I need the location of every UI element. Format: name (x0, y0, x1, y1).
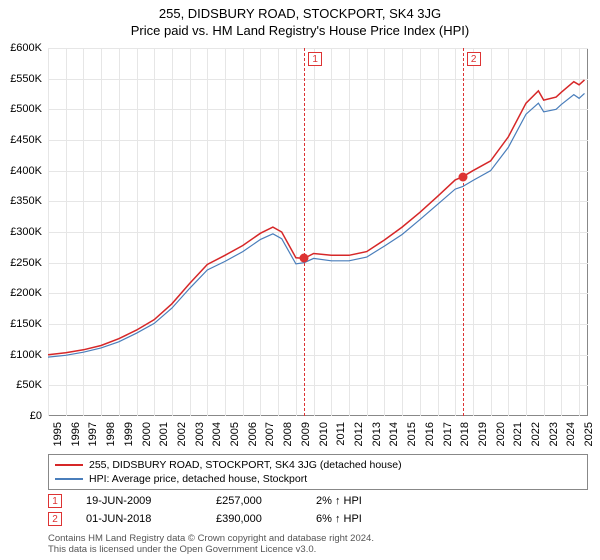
series-svg (48, 48, 588, 416)
x-tick-label: 2018 (459, 422, 471, 446)
x-tick-label: 2011 (335, 422, 347, 446)
title-block: 255, DIDSBURY ROAD, STOCKPORT, SK4 3JG P… (0, 0, 600, 38)
y-tick-label: £150K (0, 318, 42, 330)
y-tick-label: £600K (0, 42, 42, 54)
x-tick-label: 2016 (424, 422, 436, 446)
y-tick-label: £400K (0, 165, 42, 177)
x-tick-label: 2017 (442, 422, 454, 446)
footer-line2: This data is licensed under the Open Gov… (48, 545, 374, 556)
sale-dot (300, 254, 309, 263)
y-tick-label: £300K (0, 226, 42, 238)
x-tick-label: 2019 (477, 422, 489, 446)
x-tick-label: 2005 (229, 422, 241, 446)
legend: 255, DIDSBURY ROAD, STOCKPORT, SK4 3JG (… (48, 454, 588, 490)
legend-label: HPI: Average price, detached house, Stoc… (89, 473, 307, 485)
x-tick-label: 2009 (300, 422, 312, 446)
series-line (48, 80, 585, 355)
y-tick-label: £500K (0, 103, 42, 115)
x-tick-label: 2002 (176, 422, 188, 446)
x-tick-label: 2012 (353, 422, 365, 446)
title-main: 255, DIDSBURY ROAD, STOCKPORT, SK4 3JG (0, 6, 600, 21)
x-tick-label: 2025 (583, 422, 595, 446)
title-sub: Price paid vs. HM Land Registry's House … (0, 23, 600, 38)
y-tick-label: £0 (0, 410, 42, 422)
chart-container: 255, DIDSBURY ROAD, STOCKPORT, SK4 3JG P… (0, 0, 600, 560)
x-tick-label: 2015 (406, 422, 418, 446)
x-tick-label: 2006 (247, 422, 259, 446)
legend-row: 255, DIDSBURY ROAD, STOCKPORT, SK4 3JG (… (55, 458, 581, 472)
x-tick-label: 2000 (141, 422, 153, 446)
x-tick-label: 1996 (70, 422, 82, 446)
x-tick-label: 1995 (52, 422, 64, 446)
x-tick-label: 2003 (194, 422, 206, 446)
sale-row-price: £257,000 (216, 495, 316, 507)
x-tick-label: 2020 (495, 422, 507, 446)
y-tick-label: £50K (0, 379, 42, 391)
y-tick-label: £100K (0, 349, 42, 361)
x-tick-label: 2022 (530, 422, 542, 446)
x-tick-label: 2013 (371, 422, 383, 446)
sale-row-delta: 6% ↑ HPI (316, 513, 406, 525)
x-tick-label: 2014 (388, 422, 400, 446)
x-tick-label: 2021 (512, 422, 524, 446)
sale-row-price: £390,000 (216, 513, 316, 525)
sale-row: 2 01-JUN-2018£390,0006% ↑ HPI (48, 510, 406, 528)
x-tick-label: 2024 (565, 422, 577, 446)
legend-label: 255, DIDSBURY ROAD, STOCKPORT, SK4 3JG (… (89, 459, 402, 471)
footer: Contains HM Land Registry data © Crown c… (48, 534, 374, 556)
sale-row-delta: 2% ↑ HPI (316, 495, 406, 507)
x-tick-label: 2010 (318, 422, 330, 446)
legend-swatch (55, 478, 83, 480)
x-tick-label: 2007 (264, 422, 276, 446)
sale-row-marker: 1 (48, 494, 62, 508)
sale-dot (458, 172, 467, 181)
sale-row-date: 19-JUN-2009 (86, 495, 216, 507)
x-tick-label: 2023 (548, 422, 560, 446)
x-tick-label: 2001 (158, 422, 170, 446)
legend-swatch (55, 464, 83, 466)
y-tick-label: £550K (0, 73, 42, 85)
x-tick-label: 1998 (105, 422, 117, 446)
sale-row: 1 19-JUN-2009£257,0002% ↑ HPI (48, 492, 406, 510)
sales-table: 1 19-JUN-2009£257,0002% ↑ HPI 2 01-JUN-2018… (48, 492, 406, 528)
y-tick-label: £350K (0, 195, 42, 207)
chart-frame: £0£50K£100K£150K£200K£250K£300K£350K£400… (48, 48, 588, 416)
x-tick-label: 1999 (123, 422, 135, 446)
y-tick-label: £250K (0, 257, 42, 269)
x-tick-label: 1997 (87, 422, 99, 446)
sale-row-date: 01-JUN-2018 (86, 513, 216, 525)
x-tick-label: 2008 (282, 422, 294, 446)
y-tick-label: £450K (0, 134, 42, 146)
y-tick-label: £200K (0, 287, 42, 299)
legend-row: HPI: Average price, detached house, Stoc… (55, 472, 581, 486)
sale-row-marker: 2 (48, 512, 62, 526)
series-line (48, 93, 585, 357)
x-tick-label: 2004 (211, 422, 223, 446)
